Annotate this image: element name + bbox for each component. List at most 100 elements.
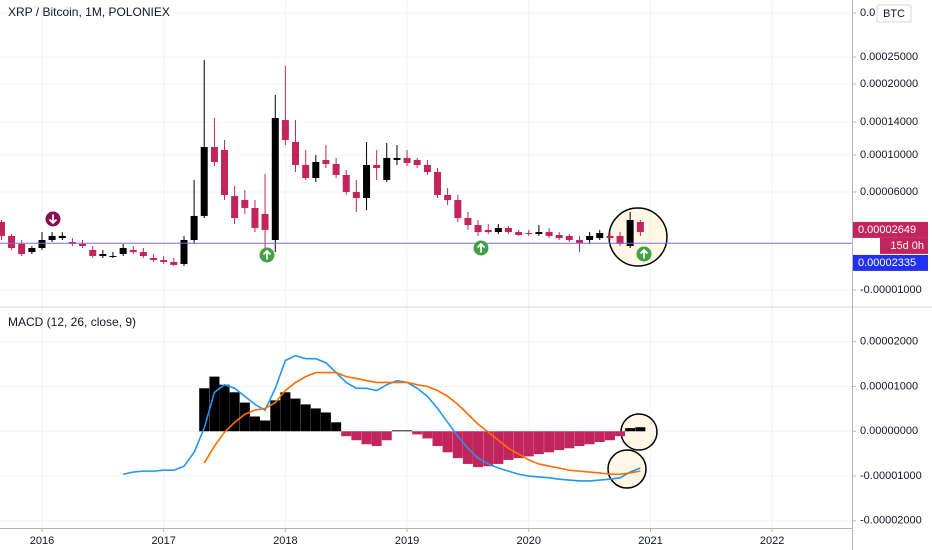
macd-pane xyxy=(122,354,646,482)
candle-body xyxy=(251,207,259,228)
x-tick-label: 2019 xyxy=(395,535,419,547)
icon-arrow xyxy=(262,249,272,260)
candle-body xyxy=(342,174,350,192)
candle-body xyxy=(555,234,563,239)
candle-body xyxy=(383,157,391,180)
candle-body xyxy=(373,164,381,169)
countdown-tag xyxy=(880,237,928,254)
up-arrow-icon xyxy=(259,247,275,263)
histogram-bar xyxy=(483,431,494,467)
histogram-bar xyxy=(432,431,443,447)
y-tick-label: -0.00001000 xyxy=(860,284,922,296)
candle-body xyxy=(434,172,442,195)
candle-body xyxy=(99,254,107,256)
histogram-bar xyxy=(209,376,220,432)
icon-arrow xyxy=(48,214,58,225)
histogram-bar xyxy=(544,431,555,453)
candle-body xyxy=(129,249,137,253)
histogram-bar xyxy=(412,431,423,435)
highlight-circle xyxy=(607,449,647,489)
candle-body xyxy=(494,227,502,233)
y-tick-label: 0.00010000 xyxy=(860,149,918,161)
histogram-bar xyxy=(361,431,372,445)
candle-body xyxy=(221,149,229,195)
indicator-line xyxy=(122,354,641,482)
candle-body xyxy=(312,162,320,179)
candle-body xyxy=(281,120,289,140)
candle-body xyxy=(170,262,178,265)
histogram-bar xyxy=(452,431,463,459)
candle-body xyxy=(160,260,168,262)
histogram-bar xyxy=(402,430,413,432)
line-price-label: 0.00002335 xyxy=(858,257,916,269)
candle-body xyxy=(363,164,371,199)
price-tags: 0.00002649 15d 0h 0.00002335 xyxy=(853,221,928,271)
histogram-bar xyxy=(564,431,575,449)
x-tick-label: 2017 xyxy=(151,535,175,547)
histogram-bar xyxy=(381,431,392,441)
candle-body xyxy=(0,221,5,236)
candle-body xyxy=(636,221,644,233)
candle-body xyxy=(79,243,87,247)
up-arrow-icon xyxy=(636,246,652,262)
candle-body xyxy=(139,252,147,256)
down-arrow-icon xyxy=(45,211,61,227)
candle-body xyxy=(261,213,269,230)
y-tick-label: -0.00002000 xyxy=(860,515,922,527)
candle-body xyxy=(474,225,482,233)
candle-body xyxy=(352,192,360,199)
histogram-bar xyxy=(280,392,291,432)
candle-body xyxy=(291,141,299,165)
candle-body xyxy=(109,255,117,257)
candle-body xyxy=(48,235,56,241)
histogram-bar xyxy=(523,431,534,457)
candle-body xyxy=(484,229,492,233)
histogram-bar xyxy=(239,402,250,432)
histogram-bar xyxy=(331,422,342,432)
histogram-bar xyxy=(260,420,271,432)
candle-body xyxy=(525,233,533,235)
histogram-bar xyxy=(310,408,321,432)
histogram-bar xyxy=(290,398,301,432)
y-tick-label: 0.00025000 xyxy=(860,51,918,63)
candle-body xyxy=(576,240,584,243)
last-price-label: 0.00002649 xyxy=(858,224,916,236)
candle-body xyxy=(271,118,279,241)
histogram-bar xyxy=(574,431,585,447)
candle-body xyxy=(119,248,127,255)
axes: 2016 2017 2018 2019 2020 2021 2022 0.0 0.0002500… xyxy=(30,7,922,547)
histogram-bar xyxy=(594,431,605,443)
histogram-bar xyxy=(513,431,524,459)
candle-body xyxy=(332,163,340,175)
candle-body xyxy=(545,232,553,236)
y-tick-label: 0.00020000 xyxy=(860,78,918,90)
highlight-circle xyxy=(620,413,658,451)
histogram-bar xyxy=(615,431,626,437)
x-tick-label: 2018 xyxy=(273,535,297,547)
histogram-bar xyxy=(473,431,484,468)
candle-body xyxy=(403,157,411,163)
candle-body xyxy=(444,194,452,200)
candle-body xyxy=(190,215,198,241)
candle-body xyxy=(596,233,604,239)
candle-body xyxy=(150,257,158,261)
histogram-bar xyxy=(554,431,565,451)
icon-arrow xyxy=(639,248,649,259)
candle-body xyxy=(535,232,543,234)
y-tick-label: 0.00001000 xyxy=(860,380,918,392)
candle-body xyxy=(626,220,634,247)
last-price-tag xyxy=(853,221,928,238)
histogram-bar xyxy=(422,431,433,439)
histogram-bar xyxy=(351,431,362,441)
candle-body xyxy=(200,146,208,216)
x-tick-label: 2016 xyxy=(30,535,54,547)
candle-body xyxy=(565,235,573,241)
histogram-bar xyxy=(493,431,504,464)
candle-body xyxy=(322,159,330,164)
candle-body xyxy=(515,232,523,235)
histogram-bar xyxy=(300,404,311,432)
y-tick-label: 0.00002000 xyxy=(860,336,918,348)
